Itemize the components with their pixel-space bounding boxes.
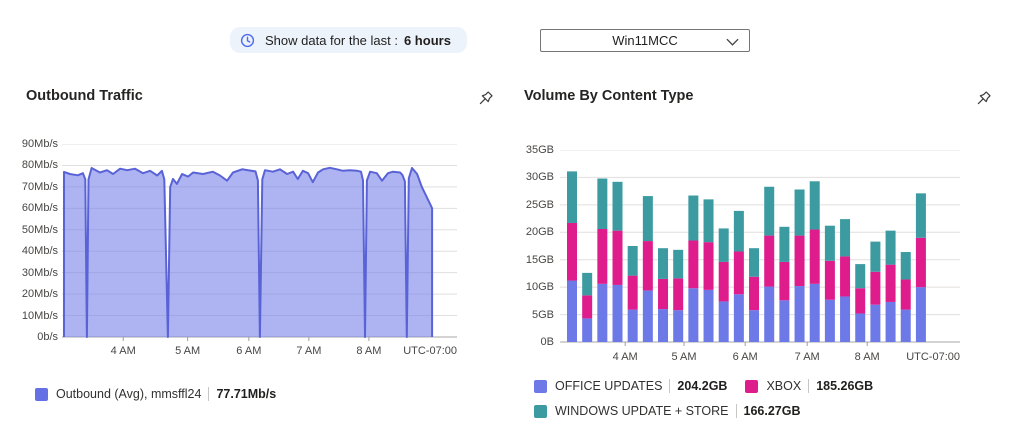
y-axis-label: 0B bbox=[540, 336, 554, 348]
time-range-label: Show data for the last : bbox=[265, 32, 398, 48]
volume-stacked-bar-chart bbox=[560, 150, 960, 346]
pin-icon bbox=[479, 91, 493, 105]
x-axis-label: 5 AM bbox=[671, 351, 697, 363]
y-axis-label: 0b/s bbox=[37, 331, 58, 343]
y-axis-label: 10Mb/s bbox=[21, 309, 58, 322]
legend-divider bbox=[208, 387, 210, 401]
legend-label-outbound: Outbound (Avg), mmsffl24 bbox=[56, 387, 202, 401]
legend-swatch bbox=[534, 404, 547, 418]
x-axis-label: 7 AM bbox=[296, 345, 322, 357]
y-axis-label: 10GB bbox=[525, 281, 554, 294]
volume-legend-row-2: WINDOWS UPDATE + STORE 166.27GB bbox=[534, 404, 801, 418]
volume-chart-title: Volume By Content Type bbox=[524, 88, 694, 104]
outbound-timezone-label: UTC-07:00 bbox=[403, 345, 457, 357]
legend-divider bbox=[669, 379, 671, 393]
legend-swatch bbox=[534, 379, 547, 393]
legend-item-office-updates[interactable]: OFFICE UPDATES 204.2GB bbox=[534, 379, 727, 393]
legend-label: OFFICE UPDATES bbox=[555, 379, 663, 393]
y-axis-label: 60Mb/s bbox=[21, 202, 58, 215]
y-axis-label: 35GB bbox=[525, 144, 554, 156]
volume-legend-row-1: OFFICE UPDATES 204.2GB XBOX 185.26GB bbox=[534, 379, 873, 393]
legend-item-outbound[interactable]: Outbound (Avg), mmsffl24 77.71Mb/s bbox=[35, 387, 276, 401]
legend-value: 166.27GB bbox=[743, 404, 801, 418]
y-axis-label: 50Mb/s bbox=[21, 223, 58, 236]
y-axis-label: 70Mb/s bbox=[21, 180, 58, 193]
y-axis-label: 30GB bbox=[525, 171, 554, 184]
x-axis-label: 7 AM bbox=[794, 351, 820, 363]
legend-swatch bbox=[745, 379, 759, 393]
cache-node-dropdown[interactable]: Win11MCC bbox=[540, 29, 750, 52]
legend-label: XBOX bbox=[766, 379, 802, 393]
y-axis-label: 25GB bbox=[525, 198, 554, 211]
legend-value-outbound: 77.71Mb/s bbox=[216, 387, 277, 401]
outbound-chart-title: Outbound Traffic bbox=[26, 88, 143, 104]
x-axis-label: 5 AM bbox=[175, 345, 201, 357]
legend-swatch-outbound bbox=[35, 387, 48, 401]
volume-pin-button[interactable] bbox=[974, 90, 992, 108]
y-axis-label: 20GB bbox=[525, 226, 554, 239]
x-axis-label: 4 AM bbox=[110, 345, 136, 357]
outbound-area-chart bbox=[62, 144, 457, 341]
x-axis-label: 8 AM bbox=[356, 345, 382, 357]
time-range-value: 6 hours bbox=[403, 32, 451, 48]
chevron-down-icon bbox=[726, 38, 739, 46]
y-axis-label: 5GB bbox=[531, 308, 554, 321]
y-axis-label: 90Mb/s bbox=[21, 138, 58, 150]
y-axis-label: 15GB bbox=[525, 253, 554, 266]
legend-value: 204.2GB bbox=[677, 379, 728, 393]
legend-item-xbox[interactable]: XBOX 185.26GB bbox=[745, 379, 873, 393]
y-axis-label: 30Mb/s bbox=[21, 266, 58, 279]
x-axis-label: 6 AM bbox=[236, 345, 262, 357]
legend-item-windows-update-store[interactable]: WINDOWS UPDATE + STORE 166.27GB bbox=[534, 404, 801, 418]
y-axis-label: 80Mb/s bbox=[21, 159, 58, 172]
x-axis-label: 4 AM bbox=[612, 351, 638, 363]
volume-timezone-label: UTC-07:00 bbox=[906, 351, 960, 363]
x-axis-label: 8 AM bbox=[854, 351, 880, 363]
legend-label: WINDOWS UPDATE + STORE bbox=[555, 404, 729, 418]
outbound-legend: Outbound (Avg), mmsffl24 77.71Mb/s bbox=[35, 387, 276, 401]
legend-divider bbox=[735, 404, 737, 418]
pin-icon bbox=[977, 91, 991, 105]
outbound-pin-button[interactable] bbox=[476, 90, 494, 108]
legend-value: 185.26GB bbox=[816, 379, 874, 393]
y-axis-label: 40Mb/s bbox=[21, 245, 58, 258]
legend-divider bbox=[808, 379, 810, 393]
time-range-pill[interactable]: Show data for the last : 6 hours bbox=[230, 27, 467, 53]
y-axis-label: 20Mb/s bbox=[21, 288, 58, 301]
x-axis-label: 6 AM bbox=[732, 351, 758, 363]
clock-icon bbox=[240, 33, 255, 48]
cache-node-value: Win11MCC bbox=[612, 33, 678, 48]
